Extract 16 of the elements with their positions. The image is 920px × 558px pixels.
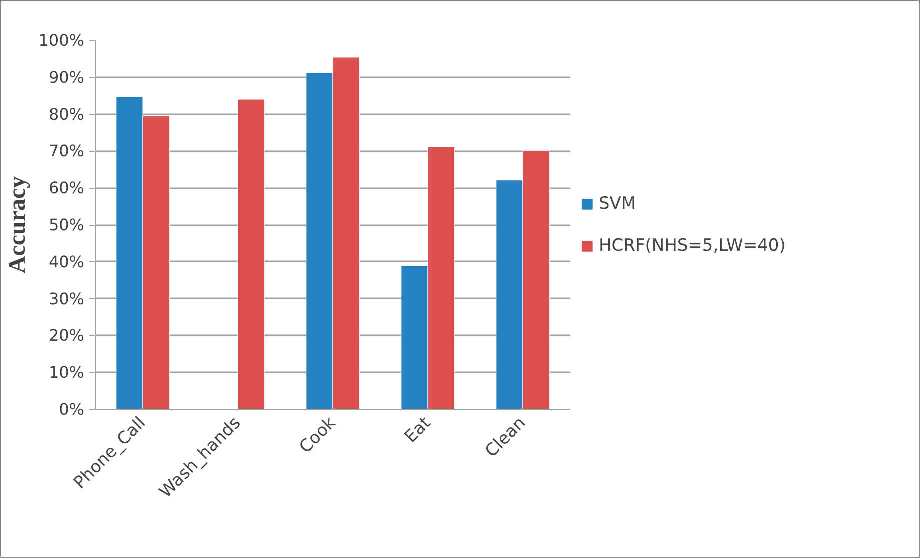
y-tick-label: 60%	[48, 178, 84, 198]
x-tick-label: Eat	[401, 413, 436, 448]
y-tick-label: 50%	[48, 216, 84, 234]
legend-label: HCRF(NHS=5,LW=40)	[599, 236, 786, 256]
y-axis-title: Accuracy	[4, 176, 31, 274]
legend-label: SVM	[599, 194, 636, 214]
y-tick-label: 10%	[48, 363, 84, 382]
y-tick-label: 90%	[48, 68, 84, 87]
y-tick-label: 40%	[48, 252, 84, 272]
y-tick-label: 100%	[38, 31, 85, 50]
y-tick-label: 80%	[48, 104, 84, 124]
y-tick-label: 0%	[59, 400, 85, 419]
y-tick-label: 30%	[48, 289, 84, 308]
bar	[238, 99, 265, 410]
y-tick-label: 70%	[48, 142, 84, 161]
y-tick-label: 20%	[48, 326, 84, 346]
